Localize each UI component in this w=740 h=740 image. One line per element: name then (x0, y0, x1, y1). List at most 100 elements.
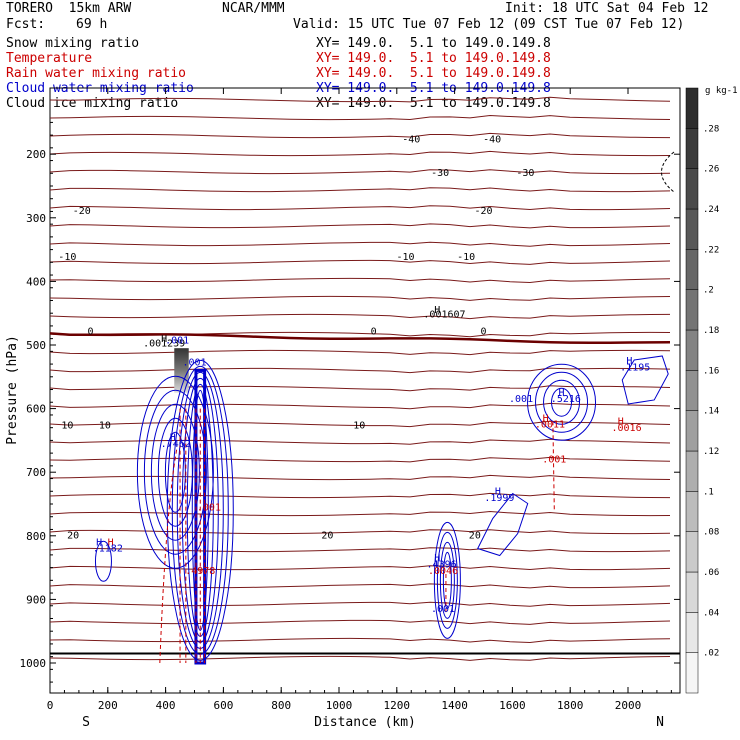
cloud-water-contour (94, 540, 112, 582)
isotherm-line (49, 547, 671, 553)
isotherm-line (49, 529, 671, 535)
isotherm-label: 10 (61, 421, 73, 432)
y-tick-label: 900 (26, 593, 46, 606)
isotherm-line (49, 114, 671, 121)
contour-annotation: H (618, 417, 624, 428)
contour-annotation: H (96, 537, 102, 548)
field-xy: XY= 149.0. 5.1 to 149.0.149.8 (316, 66, 551, 81)
isotherm-line (49, 150, 671, 157)
y-tick-label: 400 (26, 275, 46, 288)
isotherm-line (49, 565, 671, 571)
colorbar-segment (685, 329, 699, 371)
contour-annotation: H (495, 486, 501, 497)
contour-annotation: .001 (197, 502, 221, 513)
x-tick-label: 200 (98, 699, 118, 712)
colorbar-segment (685, 612, 699, 653)
isotherm-label: -40 (402, 134, 420, 145)
colorbar-segment (685, 168, 699, 210)
contour-annotation: H (543, 413, 549, 424)
x-tick-label: 1400 (441, 699, 468, 712)
center-title: NCAR/MMM (222, 1, 285, 16)
colorbar-tick-label: .02 (703, 649, 719, 659)
contour-annotation: H (170, 432, 176, 443)
isotherm-line (49, 474, 671, 481)
contour-annotation: .0016 (612, 423, 642, 434)
x-tick-label: 1800 (557, 699, 584, 712)
isotherm-line (49, 259, 671, 265)
y-tick-label: 1000 (20, 657, 47, 670)
contour-annotation: .4978 (185, 566, 215, 577)
colorbar-tick-label: .04 (703, 608, 719, 618)
forecast-hours: 69 h (76, 17, 108, 32)
contour-annotation: .001239 (143, 338, 185, 349)
contour-annotation: .001 (431, 604, 455, 615)
colorbar-segment (685, 289, 699, 331)
cloud-water-contour (433, 521, 461, 639)
colorbar-tick-label: .1 (703, 487, 714, 497)
cloud-water-contour (535, 371, 589, 433)
x-tick-label: 1600 (499, 699, 526, 712)
cloud-water-contour (439, 541, 455, 619)
isotherm-label: -40 (483, 134, 501, 145)
isotherm-label: 0 (371, 326, 377, 337)
colorbar-tick-label: .12 (703, 447, 719, 457)
colorbar-tick-label: .22 (703, 245, 719, 255)
colorbar-tick-label: .26 (703, 165, 719, 175)
colorbar-tick-label: .08 (703, 528, 719, 538)
colorbar-segment (685, 531, 699, 573)
isotherm-label: 0 (480, 326, 486, 337)
isotherm-line (49, 313, 671, 320)
contour-annotation: .0011 (535, 420, 565, 431)
colorbar-segment (685, 571, 699, 613)
x-tick-label: 2000 (615, 699, 642, 712)
isotherm-line (49, 295, 671, 301)
freezing-isotherm (49, 332, 671, 345)
isotherm-label: -10 (457, 252, 475, 263)
y-tick-label: 200 (26, 148, 46, 161)
isotherm-line (49, 132, 671, 139)
cloud-water-contour (136, 375, 214, 569)
init-time: Init: 18 UTC Sat 04 Feb 12 (505, 1, 709, 16)
field-xy: XY= 149.0. 5.1 to 149.0.149.8 (316, 36, 551, 51)
cloud-water-contour (150, 403, 200, 541)
contour-annotation: .1182 (93, 544, 123, 555)
isotherm-line (49, 96, 671, 103)
contour-annotation: .001 (165, 336, 189, 347)
isotherm-line (49, 402, 671, 410)
contour-annotation: .1999 (484, 493, 514, 504)
x-end-label-south: S (82, 715, 90, 730)
colorbar-tick-label: .28 (703, 124, 719, 134)
cloud-water-contour (442, 551, 452, 609)
isotherm-line (49, 655, 671, 661)
isotherm-line (49, 385, 671, 392)
contour-annotation: H (434, 305, 440, 316)
field-name: Temperature (6, 51, 93, 66)
plot-frame (49, 87, 681, 694)
colorbar-segment (685, 450, 699, 492)
colorbar-segment (685, 87, 699, 129)
isotherm-label: -10 (396, 252, 414, 263)
field-name: Rain water mixing ratio (6, 66, 187, 81)
isotherm-line (49, 492, 671, 499)
x-tick-label: 1000 (326, 699, 353, 712)
x-tick-label: 800 (271, 699, 291, 712)
x-tick-label: 600 (213, 699, 233, 712)
isotherm-label: 20 (321, 531, 333, 542)
isotherm-line (49, 349, 671, 356)
x-end-label-north: N (656, 715, 664, 730)
isotherm-line (49, 420, 671, 428)
isotherm-line (49, 187, 671, 193)
isotherm-label: 10 (99, 421, 111, 432)
cloud-water-contour (527, 363, 597, 441)
colorbar-tick-label: .14 (703, 407, 719, 417)
colorbar-tick-label: .24 (703, 205, 719, 215)
snow-shading (174, 348, 189, 393)
x-tick-label: 1200 (384, 699, 411, 712)
colorbar-tick-label: .18 (703, 326, 719, 336)
field-name: Snow mixing ratio (6, 36, 140, 51)
colorbar-unit: g kg-1 (705, 86, 738, 96)
contour-annotation: .4396 (427, 560, 457, 571)
isotherm-label: 20 (67, 531, 79, 542)
cloud-water-contour (191, 389, 209, 631)
colorbar-segment (685, 249, 699, 290)
